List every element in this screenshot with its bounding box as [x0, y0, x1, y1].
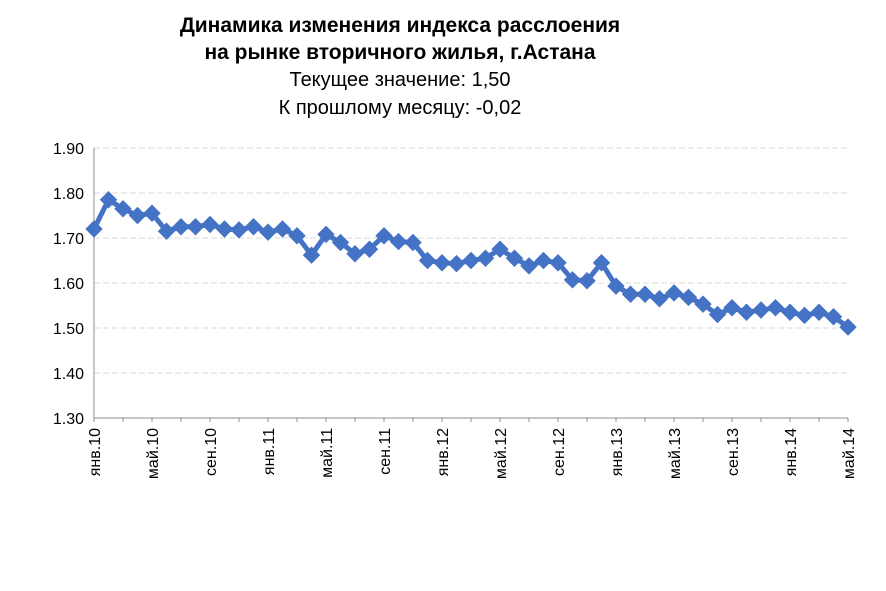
data-point-marker — [418, 251, 437, 270]
data-point-marker — [737, 303, 756, 321]
data-point-marker — [578, 272, 596, 290]
data-point-marker — [215, 220, 234, 238]
x-tick-label: май.10 — [145, 428, 162, 479]
y-tick-label: 1.90 — [53, 141, 84, 158]
x-tick-label: май.11 — [319, 428, 336, 478]
data-point-marker — [157, 222, 176, 240]
chart-title-block: Динамика изменения индекса расслоения на… — [0, 12, 800, 122]
data-point-marker — [404, 233, 422, 252]
x-tick-label: янв.13 — [609, 428, 626, 476]
x-tick-label: сен.11 — [377, 428, 394, 475]
data-point-marker — [244, 218, 263, 236]
x-tick-label: сен.13 — [725, 428, 742, 476]
data-point-marker — [708, 305, 727, 324]
data-point-marker — [389, 232, 408, 251]
data-point-marker — [824, 308, 843, 326]
x-tick-label: сен.12 — [551, 428, 568, 476]
x-axis-tick-labels: янв.10 май.10 сен.10 янв.11 май.11 сен.11 янв.… — [87, 428, 858, 479]
data-point-marker — [447, 254, 466, 273]
x-tick-label: май.12 — [493, 428, 510, 479]
x-tick-label: янв.12 — [435, 428, 452, 476]
data-point-marker — [679, 288, 698, 307]
y-tick-label: 1.80 — [53, 186, 84, 203]
x-tick-label: май.14 — [841, 428, 858, 479]
data-point-marker — [839, 318, 857, 336]
data-point-marker — [795, 306, 814, 325]
data-point-marker — [723, 299, 741, 317]
data-point-marker — [302, 246, 321, 264]
data-point-marker — [128, 206, 147, 225]
data-point-marker — [534, 251, 553, 270]
axes — [93, 148, 849, 422]
x-tick-label: янв.11 — [261, 428, 278, 475]
data-point-marker — [433, 254, 451, 272]
x-tick-label: янв.10 — [87, 428, 104, 476]
data-point-marker — [781, 303, 799, 321]
data-point-marker — [607, 277, 625, 295]
data-point-marker — [114, 200, 132, 218]
chart-title-line-1: Динамика изменения индекса расслоения — [179, 14, 621, 37]
data-point-marker — [375, 227, 393, 245]
x-tick-label: сен.10 — [203, 428, 220, 476]
current-value-text: Текущее значение: 1,50 — [289, 69, 511, 91]
data-point-marker — [520, 257, 538, 275]
data-point-marker — [273, 220, 292, 238]
data-point-marker — [766, 299, 785, 317]
y-tick-label: 1.60 — [53, 276, 84, 293]
data-point-marker — [99, 191, 118, 209]
data-point-marker — [288, 227, 306, 245]
data-point-marker — [331, 233, 350, 252]
y-tick-label: 1.40 — [53, 366, 84, 383]
data-point-marker — [85, 220, 103, 238]
data-point-marker — [491, 240, 509, 258]
data-point-marker — [346, 245, 364, 263]
data-point-marker — [230, 221, 248, 239]
data-point-marker — [549, 254, 567, 272]
data-point-marker — [201, 215, 219, 234]
data-point-marker — [694, 295, 712, 313]
y-tick-label: 1.30 — [53, 411, 84, 428]
y-axis-tick-labels: 1.30 1.40 1.50 1.60 1.70 1.80 1.90 — [53, 141, 84, 428]
data-point-marker — [621, 285, 640, 303]
data-point-marker — [476, 249, 495, 267]
data-point-marker — [259, 223, 277, 241]
y-tick-label: 1.50 — [53, 321, 84, 338]
data-point-marker — [563, 271, 582, 289]
x-tick-label: май.13 — [667, 428, 684, 479]
data-point-marker — [752, 301, 770, 319]
y-tick-label: 1.70 — [53, 231, 84, 248]
data-point-marker — [650, 290, 669, 308]
data-point-marker — [317, 225, 335, 244]
series-index — [85, 191, 857, 336]
data-point-marker — [143, 204, 161, 222]
data-point-marker — [186, 218, 205, 236]
data-point-marker — [462, 251, 480, 270]
data-point-marker — [360, 240, 379, 258]
data-point-marker — [810, 303, 828, 321]
x-tick-label: янв.14 — [783, 428, 800, 476]
data-point-marker — [505, 249, 524, 267]
data-point-marker — [592, 254, 611, 272]
chart-title-line-2: на рынке вторичного жилья, г.Астана — [204, 41, 596, 64]
data-point-marker — [636, 285, 654, 303]
data-point-marker — [172, 218, 190, 236]
data-point-marker — [665, 284, 683, 302]
month-change-text: К прошлому месяцу: -0,02 — [278, 97, 522, 119]
